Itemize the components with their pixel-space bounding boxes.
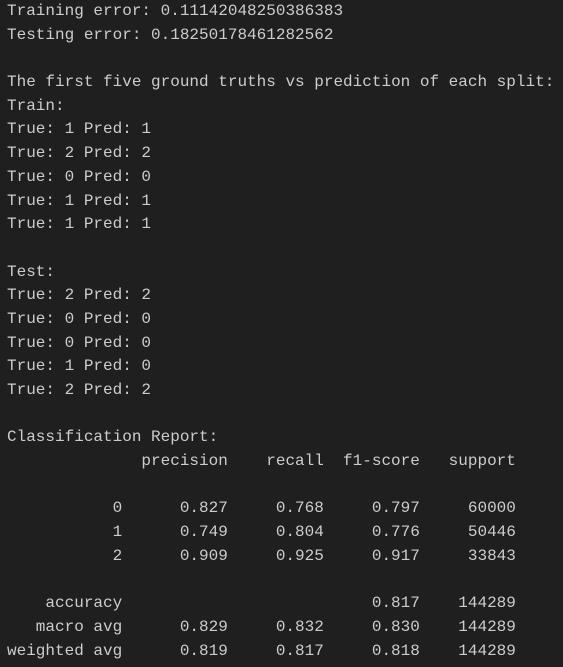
metric-value: 0.818 (371, 641, 420, 660)
metric-value: 0.817 (371, 594, 420, 613)
report-row: accuracy 0.817 144289 (7, 592, 563, 616)
row-label: macro avg (35, 617, 123, 636)
metric-value: 0.827 (179, 499, 228, 518)
prediction-line: True: 1 Pred: 1 (7, 120, 152, 139)
report-row: 2 0.909 0.925 0.917 33843 (7, 545, 563, 569)
metric-value: 0.819 (179, 641, 228, 660)
metric-value: 0.804 (275, 523, 324, 542)
report-header: precision recall f1-score support (7, 450, 563, 474)
prediction-line: True: 2 Pred: 2 (7, 144, 152, 163)
metric-value: 0.797 (371, 499, 420, 518)
report-row: macro avg 0.829 0.832 0.830 144289 (7, 616, 563, 640)
metric-value: 0.768 (275, 499, 324, 518)
prediction-line: True: 0 Pred: 0 (7, 167, 152, 186)
report-row: 0 0.827 0.768 0.797 60000 (7, 497, 563, 521)
metric-value: 33843 (467, 546, 516, 565)
metric-value: 144289 (458, 617, 516, 636)
blank-line (7, 47, 563, 71)
metric-value: 144289 (458, 594, 516, 613)
metric-value: 0.909 (179, 546, 228, 565)
metric-value: 60000 (467, 499, 516, 518)
metric-value: 0.917 (371, 546, 420, 565)
prediction-line: True: 1 Pred: 1 (7, 215, 152, 234)
metric-value: 0.749 (179, 523, 228, 542)
report-row: weighted avg 0.819 0.817 0.818 144289 (7, 640, 563, 664)
prediction-line: True: 0 Pred: 0 (7, 309, 152, 328)
row-label: 0 (112, 499, 123, 518)
metric-value: 144289 (458, 641, 516, 660)
blank-line (7, 569, 563, 593)
metric-value: 0.829 (179, 617, 228, 636)
metric-value: 0.832 (275, 617, 324, 636)
error-line: Testing error: 0.18250178461282562 (7, 25, 334, 44)
column-header: f1-score (343, 452, 420, 471)
prediction-line: True: 1 Pred: 0 (7, 357, 152, 376)
section-title: The first five ground truths vs predicti… (7, 73, 555, 92)
section-title: Classification Report: (7, 428, 219, 447)
row-label: 2 (112, 546, 123, 565)
report-row: 1 0.749 0.804 0.776 50446 (7, 521, 563, 545)
prediction-line: True: 2 Pred: 2 (7, 381, 152, 399)
blank-line (7, 237, 563, 261)
row-label: 1 (112, 523, 123, 542)
prediction-line: True: 0 Pred: 0 (7, 333, 152, 352)
column-header: recall (266, 452, 324, 471)
split-name: Train: (7, 96, 65, 115)
column-header: support (448, 452, 516, 471)
row-label: weighted avg (7, 641, 123, 660)
error-line: Training error: 0.11142048250386383 (7, 2, 344, 20)
blank-line (7, 474, 563, 498)
prediction-line: True: 1 Pred: 1 (7, 191, 152, 210)
row-label: accuracy (45, 594, 123, 613)
metric-value: 50446 (467, 523, 516, 542)
column-header: precision (141, 452, 228, 471)
blank-line (7, 403, 563, 427)
metric-value: 0.925 (275, 546, 324, 565)
split-name: Test: (7, 262, 56, 281)
prediction-line: True: 2 Pred: 2 (7, 286, 152, 305)
metric-value: 0.776 (371, 523, 420, 542)
metric-value: 0.817 (275, 641, 324, 660)
metric-value: 0.830 (371, 617, 420, 636)
